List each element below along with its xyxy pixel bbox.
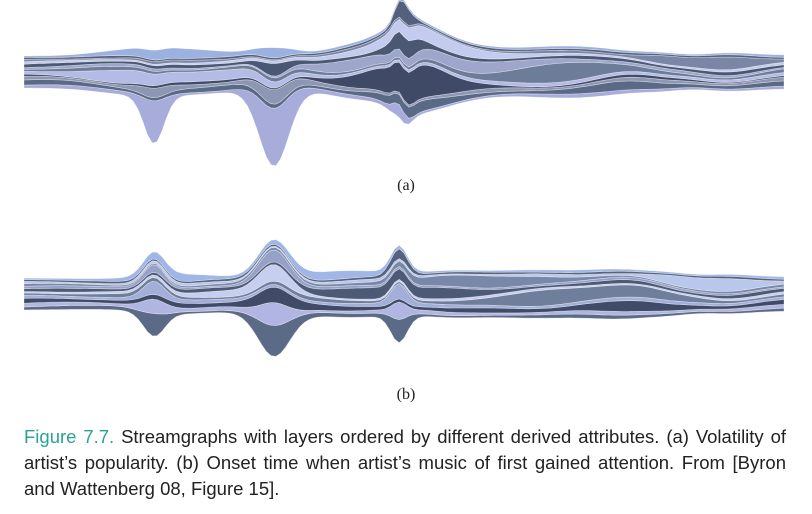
figure-caption: Figure 7.7. Streamgraphs with layers ord…	[24, 424, 786, 502]
streamgraph-a-canvas	[23, 0, 785, 167]
caption-text: Streamgraphs with layers ordered by diff…	[24, 426, 786, 499]
streamgraph-b-canvas	[23, 239, 785, 357]
streamgraph-b	[23, 212, 785, 378]
stream-b-layer	[23, 239, 785, 282]
streamgraph-a	[23, 0, 785, 172]
figure-number: Figure 7.7.	[24, 426, 115, 447]
panel-label-b: (b)	[396, 386, 416, 403]
panel-label-a: (a)	[397, 177, 415, 194]
stream-a-layer	[23, 0, 785, 61]
